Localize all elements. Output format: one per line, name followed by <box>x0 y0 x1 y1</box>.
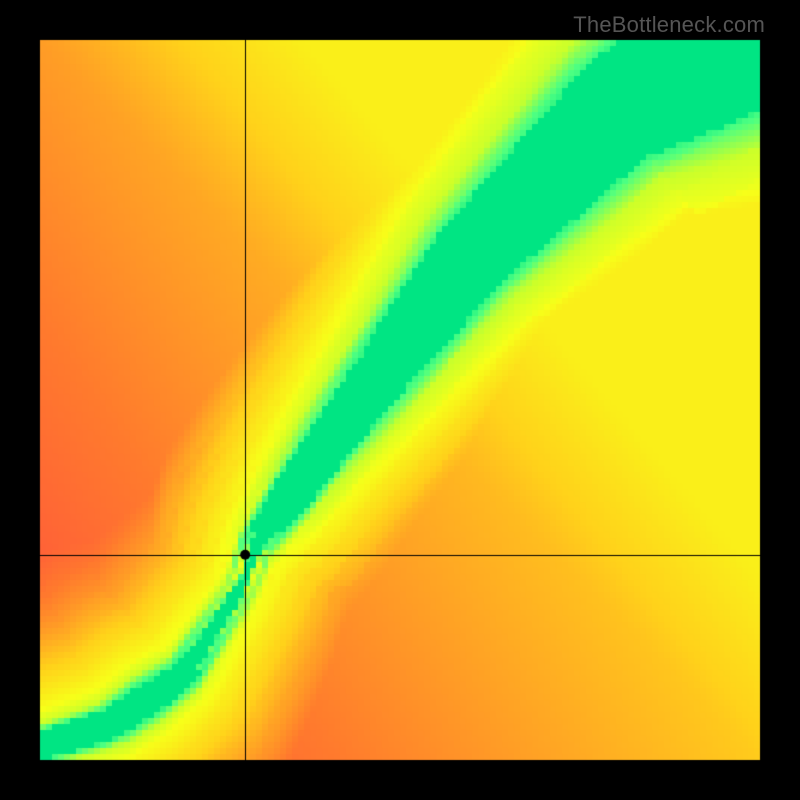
heatmap-canvas <box>0 0 800 800</box>
watermark-text: TheBottleneck.com <box>573 12 765 38</box>
chart-container: TheBottleneck.com <box>0 0 800 800</box>
